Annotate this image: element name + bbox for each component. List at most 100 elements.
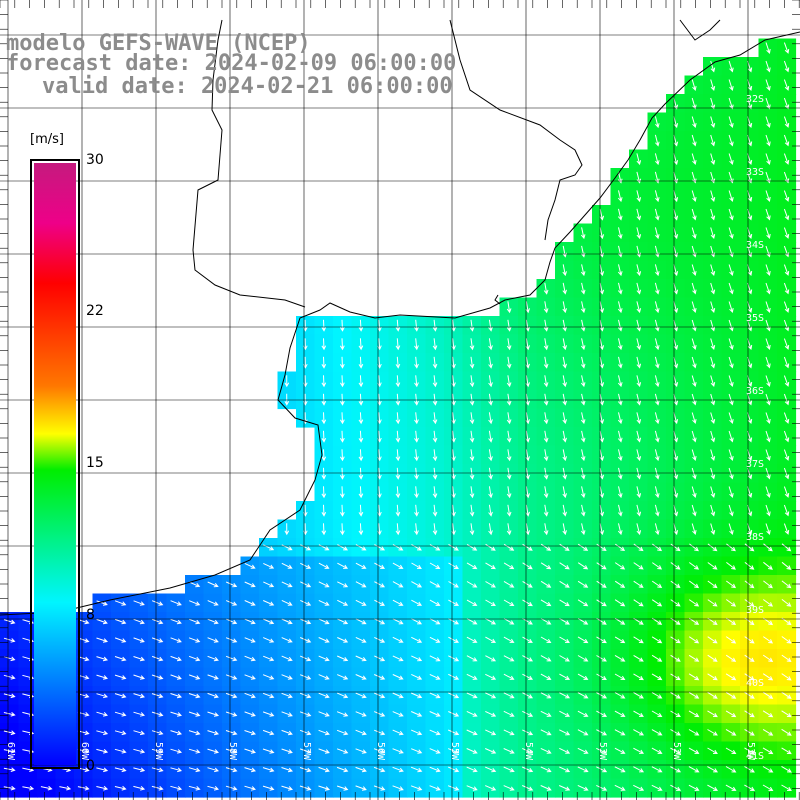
wind-vector-arrow [728,449,734,461]
wind-vector-arrow [725,747,737,755]
wind-vector-arrow [355,655,367,662]
wind-vector-arrow [522,543,533,551]
wind-vector-arrow [358,486,364,499]
wind-vector-arrow [503,655,515,662]
wind-vector-arrow [339,523,345,536]
wind-vector-arrow [321,375,327,388]
wind-vector-arrow [614,747,626,754]
wind-vector-arrow [670,747,682,754]
wind-vector-arrow [707,599,718,607]
wind-vector-arrow [358,356,364,369]
wind-vector-arrow [691,430,697,443]
wind-vector-arrow [485,766,497,773]
wind-vector-arrow [488,430,493,443]
wind-vector-arrow [170,618,182,625]
wind-vector-arrow [540,636,552,644]
wind-vector-arrow [765,393,771,406]
wind-vector-arrow [300,599,312,606]
wind-vector-arrow [414,319,419,332]
wind-vector-arrow [170,711,182,717]
wind-vector-arrow [522,747,534,754]
wind-vector-arrow [763,543,773,552]
wind-vector-arrow [617,504,623,517]
wind-vector-arrow [522,562,533,570]
wind-vector-arrow [710,97,716,110]
wind-vector-arrow [503,748,515,754]
wind-vector-arrow [188,730,201,736]
lat-label: 36S [745,386,764,397]
wind-vector-arrow [114,674,127,680]
wind-vector-arrow [765,264,771,276]
wind-vector-arrow [225,655,238,662]
wind-vector-arrow [410,692,423,699]
wind-vector-arrow [337,599,349,606]
wind-vector-arrow [373,748,386,754]
wind-vector-arrow [559,562,570,570]
wind-vector-arrow [392,674,404,680]
wind-vector-arrow [783,60,790,73]
wind-vector-arrow [781,747,792,755]
wind-vector-arrow [281,785,293,791]
wind-vector-arrow [506,301,512,314]
wind-vector-arrow [488,412,493,425]
wind-vector-arrow [96,618,108,625]
wind-vector-arrow [577,617,589,625]
wind-vector-arrow [783,116,790,128]
wind-vector-arrow [765,227,771,239]
wind-vector-arrow [783,412,790,424]
wind-vector-arrow [525,393,530,406]
wind-vector-arrow [263,637,275,643]
wind-vector-arrow [188,674,201,680]
wind-vector-arrow [651,692,663,699]
wind-vector-arrow [633,580,644,588]
wind-vector-arrow [503,673,515,680]
wind-vector-arrow [577,766,589,773]
wind-vector-arrow [596,710,608,717]
wind-vector-arrow [636,190,642,203]
wind-vector-arrow [559,617,570,625]
wind-vector-arrow [488,449,493,462]
wind-vector-arrow [337,637,349,643]
wind-vector-arrow [207,767,219,773]
wind-vector-arrow [728,356,734,369]
wind-vector-arrow [207,748,219,754]
wind-vector-arrow [783,171,790,184]
wind-vector-arrow [633,543,644,552]
wind-vector-arrow [710,153,716,165]
wind-vector-arrow [392,748,404,754]
wind-vector-arrow [414,486,419,499]
wind-vector-arrow [580,449,586,462]
wind-vector-arrow [525,449,530,462]
wind-vector-arrow [540,562,552,570]
wind-vector-arrow [170,785,183,791]
wind-vector-arrow [577,636,589,644]
wind-vector-arrow [617,412,623,425]
wind-vector-arrow [96,711,108,717]
wind-vector-arrow [414,430,419,443]
wind-vector-arrow [651,636,663,644]
wind-vector-arrow [654,190,660,203]
wind-vector-arrow [411,748,423,754]
wind-vector-arrow [688,691,700,699]
wind-vector-arrow [725,728,737,736]
colorbar-units: [m/s] [30,132,64,147]
wind-vector-arrow [525,412,530,425]
wind-vector-arrow [488,356,493,369]
wind-vector-arrow [562,319,567,332]
wind-vector-arrow [355,729,367,736]
wind-vector-arrow [577,729,589,736]
wind-vector-arrow [469,504,475,517]
wind-vector-arrow [525,430,530,443]
wind-vector-arrow [448,618,460,625]
wind-vector-arrow [281,618,293,625]
wind-vector-arrow [414,412,419,425]
wind-vector-arrow [321,412,327,425]
wind-vector-arrow [522,599,533,607]
wind-vector-arrow [318,599,330,606]
wind-vector-arrow [133,767,146,773]
wind-vector-arrow [633,784,645,791]
wind-vector-arrow [299,729,312,736]
wind-vector-arrow [225,674,238,680]
wind-vector-arrow [321,523,327,536]
wind-vector-arrow [617,523,623,536]
